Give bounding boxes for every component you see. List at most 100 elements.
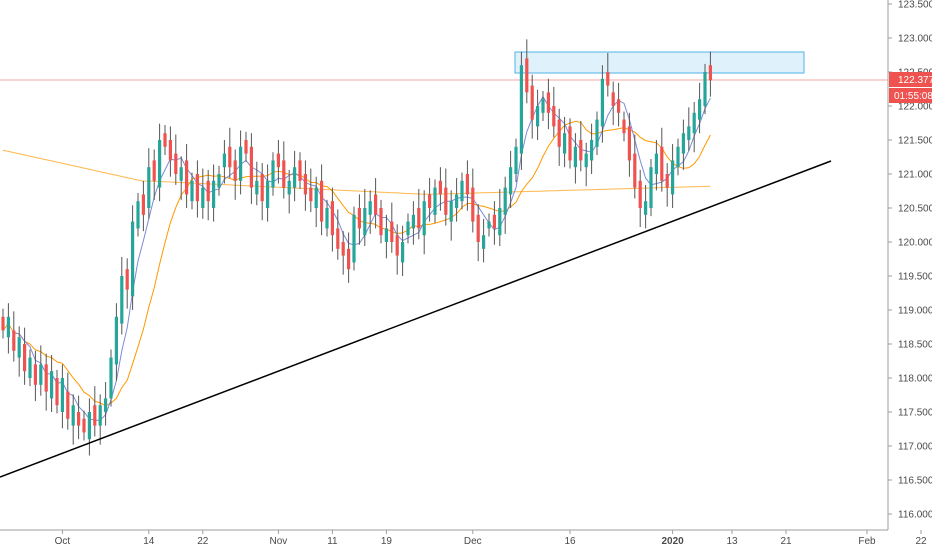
- candle-up[interactable]: [509, 167, 513, 195]
- candle-down[interactable]: [633, 153, 637, 188]
- candle-up[interactable]: [6, 316, 10, 338]
- candle-up[interactable]: [201, 187, 205, 208]
- candle-down[interactable]: [33, 364, 37, 385]
- candle-down[interactable]: [606, 72, 610, 86]
- candle-up[interactable]: [676, 146, 680, 168]
- candle-up[interactable]: [131, 221, 135, 297]
- candle-down[interactable]: [579, 140, 583, 161]
- candle-up[interactable]: [28, 357, 32, 378]
- candle-down[interactable]: [303, 174, 307, 195]
- candle-up[interactable]: [293, 167, 297, 188]
- candle-up[interactable]: [573, 146, 577, 168]
- candle-down[interactable]: [298, 160, 302, 181]
- candle-down[interactable]: [525, 58, 529, 93]
- candle-down[interactable]: [185, 160, 189, 195]
- candle-up[interactable]: [352, 214, 356, 263]
- candle-down[interactable]: [379, 208, 383, 236]
- candle-up[interactable]: [514, 146, 518, 174]
- candle-down[interactable]: [330, 201, 334, 236]
- candle-up[interactable]: [368, 201, 372, 215]
- candle-down[interactable]: [244, 140, 248, 154]
- candle-down[interactable]: [347, 248, 351, 270]
- candle-down[interactable]: [276, 153, 280, 168]
- candle-up[interactable]: [411, 214, 415, 229]
- candle-up[interactable]: [39, 364, 43, 385]
- candle-up[interactable]: [654, 153, 658, 174]
- candle-down[interactable]: [611, 92, 615, 106]
- candle-up[interactable]: [698, 99, 702, 120]
- candle-down[interactable]: [55, 378, 59, 406]
- candle-down[interactable]: [665, 174, 669, 188]
- candle-up[interactable]: [239, 146, 243, 181]
- candle-down[interactable]: [552, 106, 556, 127]
- candle-up[interactable]: [314, 187, 318, 208]
- candle-down[interactable]: [557, 119, 561, 147]
- candle-up[interactable]: [498, 208, 502, 236]
- candle-up[interactable]: [325, 208, 329, 229]
- candle-down[interactable]: [568, 126, 572, 161]
- candle-up[interactable]: [584, 153, 588, 168]
- candle-up[interactable]: [687, 126, 691, 140]
- candle-up[interactable]: [179, 167, 183, 181]
- support-trendline[interactable]: [0, 160, 832, 478]
- candle-up[interactable]: [266, 180, 270, 208]
- candle-up[interactable]: [671, 160, 675, 195]
- candle-down[interactable]: [249, 146, 253, 188]
- candle-up[interactable]: [136, 201, 140, 229]
- candle-up[interactable]: [681, 133, 685, 154]
- candle-up[interactable]: [536, 106, 540, 127]
- candle-down[interactable]: [492, 214, 496, 229]
- candle-up[interactable]: [87, 412, 91, 440]
- candle-down[interactable]: [152, 160, 156, 181]
- time-axis[interactable]: Oct 14 22 Nov 11 19 Dec 16 2020 13 21 Feb 22: [55, 530, 927, 547]
- candle-down[interactable]: [163, 133, 167, 147]
- candle-down[interactable]: [1, 316, 5, 331]
- candle-up[interactable]: [460, 180, 464, 202]
- candle-up[interactable]: [17, 337, 21, 358]
- candle-up[interactable]: [158, 140, 162, 188]
- candle-up[interactable]: [482, 235, 486, 249]
- candle-up[interactable]: [255, 180, 259, 195]
- candle-down[interactable]: [444, 187, 448, 215]
- candle-down[interactable]: [708, 65, 712, 81]
- candle-down[interactable]: [336, 228, 340, 249]
- candle-down[interactable]: [438, 180, 442, 195]
- candle-up[interactable]: [703, 72, 707, 106]
- plot-area[interactable]: [0, 0, 888, 530]
- candle-down[interactable]: [374, 194, 378, 215]
- candle-down[interactable]: [23, 344, 27, 372]
- candle-up[interactable]: [114, 316, 118, 365]
- candle-up[interactable]: [190, 180, 194, 202]
- candle-up[interactable]: [71, 405, 75, 426]
- candle-down[interactable]: [228, 146, 232, 168]
- candle-down[interactable]: [465, 174, 469, 195]
- candle-up[interactable]: [455, 194, 459, 208]
- candle-up[interactable]: [287, 180, 291, 195]
- candle-down[interactable]: [44, 364, 48, 392]
- candle-down[interactable]: [476, 214, 480, 242]
- candle-down[interactable]: [309, 187, 313, 202]
- candle-down[interactable]: [260, 174, 264, 202]
- candle-up[interactable]: [449, 201, 453, 222]
- candle-down[interactable]: [320, 180, 324, 222]
- candle-down[interactable]: [233, 160, 237, 181]
- candle-up[interactable]: [600, 78, 604, 127]
- candle-down[interactable]: [206, 180, 210, 202]
- candle-up[interactable]: [649, 167, 653, 208]
- candle-up[interactable]: [563, 133, 567, 154]
- candle-down[interactable]: [546, 92, 550, 113]
- candle-up[interactable]: [590, 140, 594, 161]
- candle-down[interactable]: [174, 153, 178, 174]
- candle-up[interactable]: [222, 153, 226, 168]
- price-axis[interactable]: 123.500123.000122.500122.000121.500121.0…: [888, 0, 932, 521]
- candle-down[interactable]: [357, 208, 361, 229]
- candle-down[interactable]: [12, 330, 16, 351]
- candle-up[interactable]: [271, 160, 275, 188]
- candle-up[interactable]: [109, 357, 113, 399]
- candle-down[interactable]: [530, 85, 534, 120]
- candle-up[interactable]: [98, 405, 102, 426]
- candle-up[interactable]: [120, 276, 124, 324]
- candle-up[interactable]: [212, 180, 216, 208]
- candle-down[interactable]: [82, 418, 86, 433]
